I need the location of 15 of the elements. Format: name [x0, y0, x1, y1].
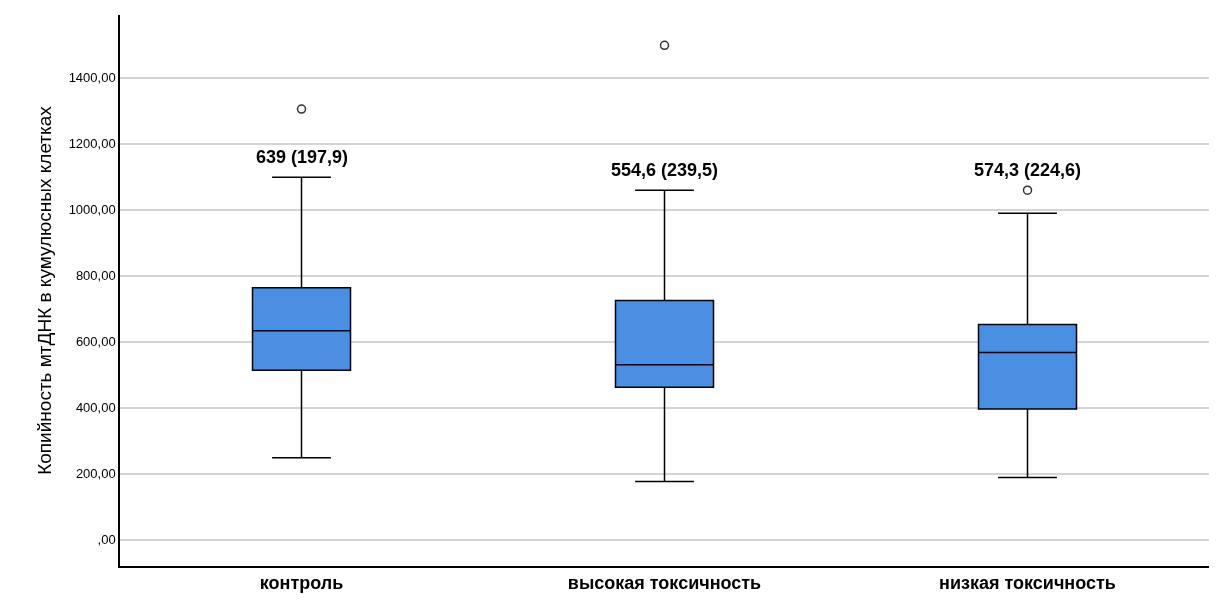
y-tick-label: 400,00 [75, 400, 116, 416]
y-tick-label: 1400,00 [68, 70, 116, 86]
y-tick-label: ,00 [97, 532, 116, 548]
annotation: 639 (197,9) [256, 147, 349, 167]
annotation: 554,6 (239,5) [611, 160, 719, 180]
x-tick-label: высокая токсичность [567, 573, 762, 594]
x-tick-label: контроль [259, 573, 344, 594]
y-tick-label: 600,00 [75, 334, 116, 350]
y-tick-label: 1000,00 [68, 202, 116, 218]
annotation: 574,3 (224,6) [974, 160, 1082, 180]
y-tick-label: 200,00 [75, 466, 116, 482]
y-tick-label: 1200,00 [68, 136, 116, 152]
y-tick-label: 800,00 [75, 268, 116, 284]
x-tick-label: низкая токсичность [939, 573, 1116, 594]
y-axis-title: Копийность мтДНК в кумулюсных клетках [34, 105, 55, 475]
